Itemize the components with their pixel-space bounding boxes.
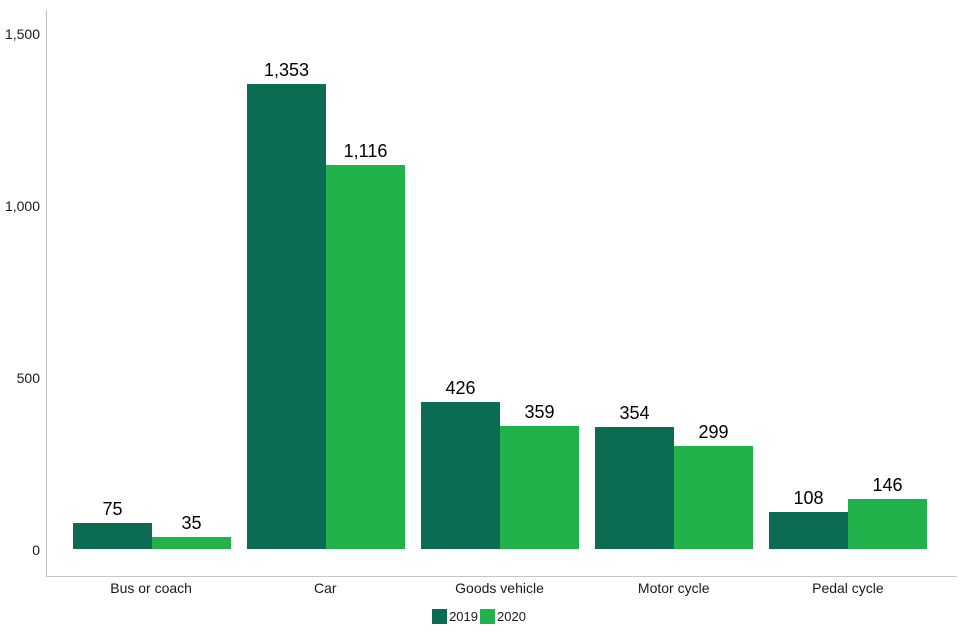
bar-value-label: 354 bbox=[619, 403, 650, 424]
bar-value-label: 146 bbox=[872, 475, 903, 496]
bar-col-2020-bus-or-coach: 35 bbox=[152, 513, 231, 549]
bar-2020-car bbox=[326, 165, 405, 549]
legend: 2019 2020 bbox=[0, 609, 960, 624]
y-tick-label-1500: 1,500 bbox=[4, 26, 40, 42]
bar-value-label: 108 bbox=[793, 488, 824, 509]
bar-col-2020-car: 1,116 bbox=[326, 141, 405, 549]
bar-col-2020-motor-cycle: 299 bbox=[674, 422, 753, 549]
x-tick-label-pedal-cycle: Pedal cycle bbox=[812, 580, 884, 596]
bar-col-2020-goods-vehicle: 359 bbox=[500, 402, 579, 549]
bar-value-label: 1,116 bbox=[343, 141, 388, 162]
legend-swatch-2020 bbox=[480, 609, 495, 624]
bar-col-2019-bus-or-coach: 75 bbox=[73, 499, 152, 549]
category-group-goods-vehicle: 426 359 bbox=[413, 10, 587, 549]
bar-2019-bus-or-coach bbox=[73, 523, 152, 549]
legend-item-2020: 2020 bbox=[480, 609, 528, 624]
bar-2020-pedal-cycle bbox=[848, 499, 927, 549]
bar-value-label: 299 bbox=[698, 422, 729, 443]
bar-value-label: 359 bbox=[524, 402, 555, 423]
y-tick-label-0: 0 bbox=[32, 542, 40, 558]
bar-2019-goods-vehicle bbox=[421, 402, 500, 549]
bar-col-2020-pedal-cycle: 146 bbox=[848, 475, 927, 549]
category-group-motor-cycle: 354 299 bbox=[587, 10, 761, 549]
bar-2020-motor-cycle bbox=[674, 446, 753, 549]
category-group-pedal-cycle: 108 146 bbox=[761, 10, 935, 549]
plot-area: 75 35 1,353 1,116 426 359 354 299 108 146 bbox=[46, 10, 957, 577]
x-axis: Bus or coach Car Goods vehicle Motor cycle P… bbox=[46, 580, 957, 596]
bars-layer: 75 35 1,353 1,116 426 359 354 299 108 146 bbox=[47, 10, 957, 549]
category-group-bus-or-coach: 75 35 bbox=[65, 10, 239, 549]
x-tick-label-motor-cycle: Motor cycle bbox=[637, 580, 710, 596]
y-tick-label-500: 500 bbox=[16, 370, 40, 386]
bar-2019-car bbox=[247, 84, 326, 549]
legend-item-2019: 2019 bbox=[432, 609, 480, 624]
bar-2019-pedal-cycle bbox=[769, 512, 848, 549]
bar-2019-motor-cycle bbox=[595, 427, 674, 549]
legend-label-2020: 2020 bbox=[497, 609, 526, 624]
bar-col-2019-pedal-cycle: 108 bbox=[769, 488, 848, 549]
bar-2020-bus-or-coach bbox=[152, 537, 231, 549]
category-group-car: 1,353 1,116 bbox=[239, 10, 413, 549]
bar-col-2019-motor-cycle: 354 bbox=[595, 403, 674, 549]
bar-value-label: 426 bbox=[445, 378, 476, 399]
bar-col-2019-goods-vehicle: 426 bbox=[421, 378, 500, 549]
bar-2020-goods-vehicle bbox=[500, 426, 579, 549]
x-tick-label-car: Car bbox=[314, 580, 337, 596]
legend-swatch-2019 bbox=[432, 609, 448, 624]
bar-value-label: 75 bbox=[102, 499, 123, 520]
bar-value-label: 1,353 bbox=[263, 60, 310, 81]
bar-col-2019-car: 1,353 bbox=[247, 60, 326, 549]
legend-label-2019: 2019 bbox=[449, 609, 478, 624]
x-tick-label-bus-or-coach: Bus or coach bbox=[110, 580, 192, 596]
x-tick-label-goods-vehicle: Goods vehicle bbox=[455, 580, 544, 596]
bar-value-label: 35 bbox=[181, 513, 202, 534]
y-tick-label-1000: 1,000 bbox=[4, 198, 40, 214]
